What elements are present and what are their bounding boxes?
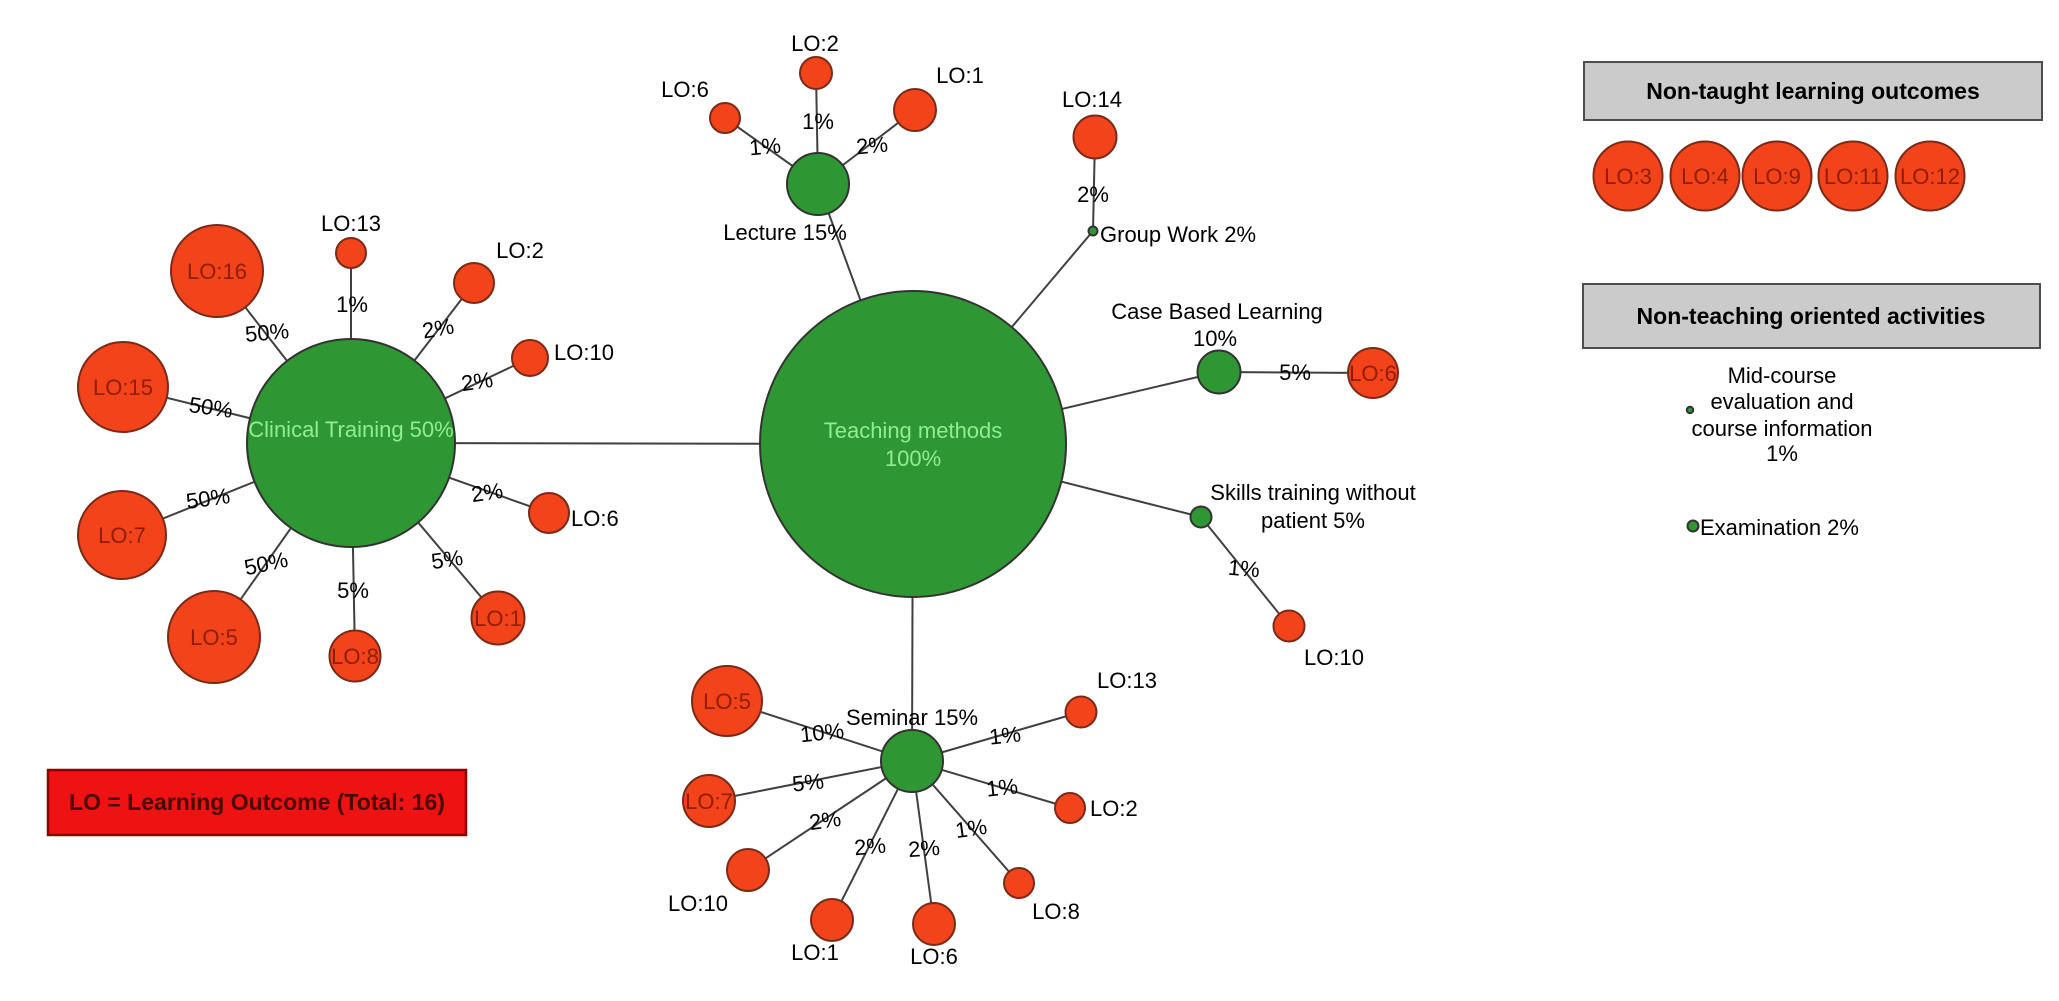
svg-text:LO:10: LO:10 bbox=[668, 891, 728, 916]
svg-text:Examination 2%: Examination 2% bbox=[1700, 515, 1859, 540]
svg-text:LO:1: LO:1 bbox=[936, 63, 984, 88]
svg-text:1%: 1% bbox=[1766, 441, 1798, 466]
svg-text:LO:7: LO:7 bbox=[685, 789, 733, 814]
svg-text:LO:1: LO:1 bbox=[474, 606, 522, 631]
svg-text:LO:12: LO:12 bbox=[1900, 164, 1960, 189]
svg-text:LO:10: LO:10 bbox=[554, 340, 614, 365]
svg-text:LO:3: LO:3 bbox=[1604, 164, 1652, 189]
svg-text:LO:4: LO:4 bbox=[1681, 164, 1729, 189]
svg-text:2%: 2% bbox=[907, 835, 940, 862]
svg-text:2%: 2% bbox=[470, 478, 505, 507]
svg-text:course information: course information bbox=[1692, 416, 1873, 441]
svg-text:Lecture 15%: Lecture 15% bbox=[723, 220, 847, 245]
svg-text:LO:6: LO:6 bbox=[571, 506, 619, 531]
svg-text:Mid-course: Mid-course bbox=[1728, 363, 1837, 388]
svg-text:2%: 2% bbox=[1077, 182, 1109, 207]
svg-text:1%: 1% bbox=[988, 721, 1022, 749]
svg-text:2%: 2% bbox=[855, 132, 889, 160]
svg-text:LO:5: LO:5 bbox=[703, 689, 751, 714]
svg-text:1%: 1% bbox=[1227, 555, 1261, 583]
svg-text:LO:2: LO:2 bbox=[791, 31, 839, 56]
svg-text:2%: 2% bbox=[460, 367, 495, 396]
svg-text:Non-teaching oriented activiti: Non-teaching oriented activities bbox=[1637, 303, 1986, 329]
svg-text:Case Based Learning: Case Based Learning bbox=[1111, 299, 1323, 324]
svg-text:LO:8: LO:8 bbox=[331, 644, 379, 669]
svg-text:10%: 10% bbox=[799, 718, 845, 747]
svg-text:Skills training without: Skills training without bbox=[1210, 480, 1415, 505]
svg-text:2%: 2% bbox=[808, 806, 843, 835]
svg-text:1%: 1% bbox=[802, 109, 834, 134]
svg-text:1%: 1% bbox=[954, 814, 989, 843]
svg-text:10%: 10% bbox=[1193, 326, 1237, 351]
svg-text:5%: 5% bbox=[791, 768, 825, 796]
svg-text:LO:13: LO:13 bbox=[321, 211, 381, 236]
svg-text:5%: 5% bbox=[1279, 360, 1311, 385]
svg-text:2%: 2% bbox=[420, 313, 456, 343]
svg-text:1%: 1% bbox=[748, 133, 782, 161]
svg-text:LO:15: LO:15 bbox=[93, 375, 153, 400]
svg-text:LO:7: LO:7 bbox=[98, 523, 146, 548]
svg-text:LO:13: LO:13 bbox=[1097, 668, 1157, 693]
svg-text:LO:2: LO:2 bbox=[1090, 796, 1138, 821]
svg-text:Teaching methods: Teaching methods bbox=[824, 418, 1003, 443]
svg-text:LO:6: LO:6 bbox=[910, 944, 958, 969]
svg-text:100%: 100% bbox=[885, 446, 941, 471]
svg-text:LO:9: LO:9 bbox=[1753, 164, 1801, 189]
svg-text:LO:5: LO:5 bbox=[190, 625, 238, 650]
svg-text:LO:11: LO:11 bbox=[1824, 164, 1882, 189]
svg-text:50%: 50% bbox=[187, 392, 234, 423]
svg-text:1%: 1% bbox=[336, 292, 368, 317]
svg-text:evaluation and: evaluation and bbox=[1710, 389, 1853, 414]
svg-text:50%: 50% bbox=[244, 318, 290, 347]
svg-text:Group Work 2%: Group Work 2% bbox=[1100, 222, 1256, 247]
svg-text:LO:6: LO:6 bbox=[661, 77, 709, 102]
svg-text:LO:14: LO:14 bbox=[1062, 87, 1122, 112]
svg-text:patient 5%: patient 5% bbox=[1261, 508, 1365, 533]
svg-text:LO:16: LO:16 bbox=[187, 259, 247, 284]
svg-text:Clinical Training 50%: Clinical Training 50% bbox=[248, 417, 453, 442]
svg-text:50%: 50% bbox=[185, 483, 232, 514]
svg-text:LO:1: LO:1 bbox=[791, 940, 839, 965]
svg-text:LO:2: LO:2 bbox=[496, 238, 544, 263]
svg-text:LO:6: LO:6 bbox=[1349, 361, 1397, 386]
svg-text:5%: 5% bbox=[337, 578, 369, 603]
svg-text:LO:8: LO:8 bbox=[1032, 899, 1080, 924]
svg-text:Non-taught learning outcomes: Non-taught learning outcomes bbox=[1646, 78, 1980, 104]
svg-text:LO = Learning Outcome (Total:: LO = Learning Outcome (Total: 16) bbox=[69, 789, 445, 815]
svg-text:1%: 1% bbox=[985, 773, 1019, 801]
svg-text:2%: 2% bbox=[853, 833, 887, 861]
svg-text:LO:10: LO:10 bbox=[1304, 645, 1364, 670]
svg-text:Seminar 15%: Seminar 15% bbox=[846, 705, 978, 730]
svg-text:5%: 5% bbox=[430, 545, 465, 574]
